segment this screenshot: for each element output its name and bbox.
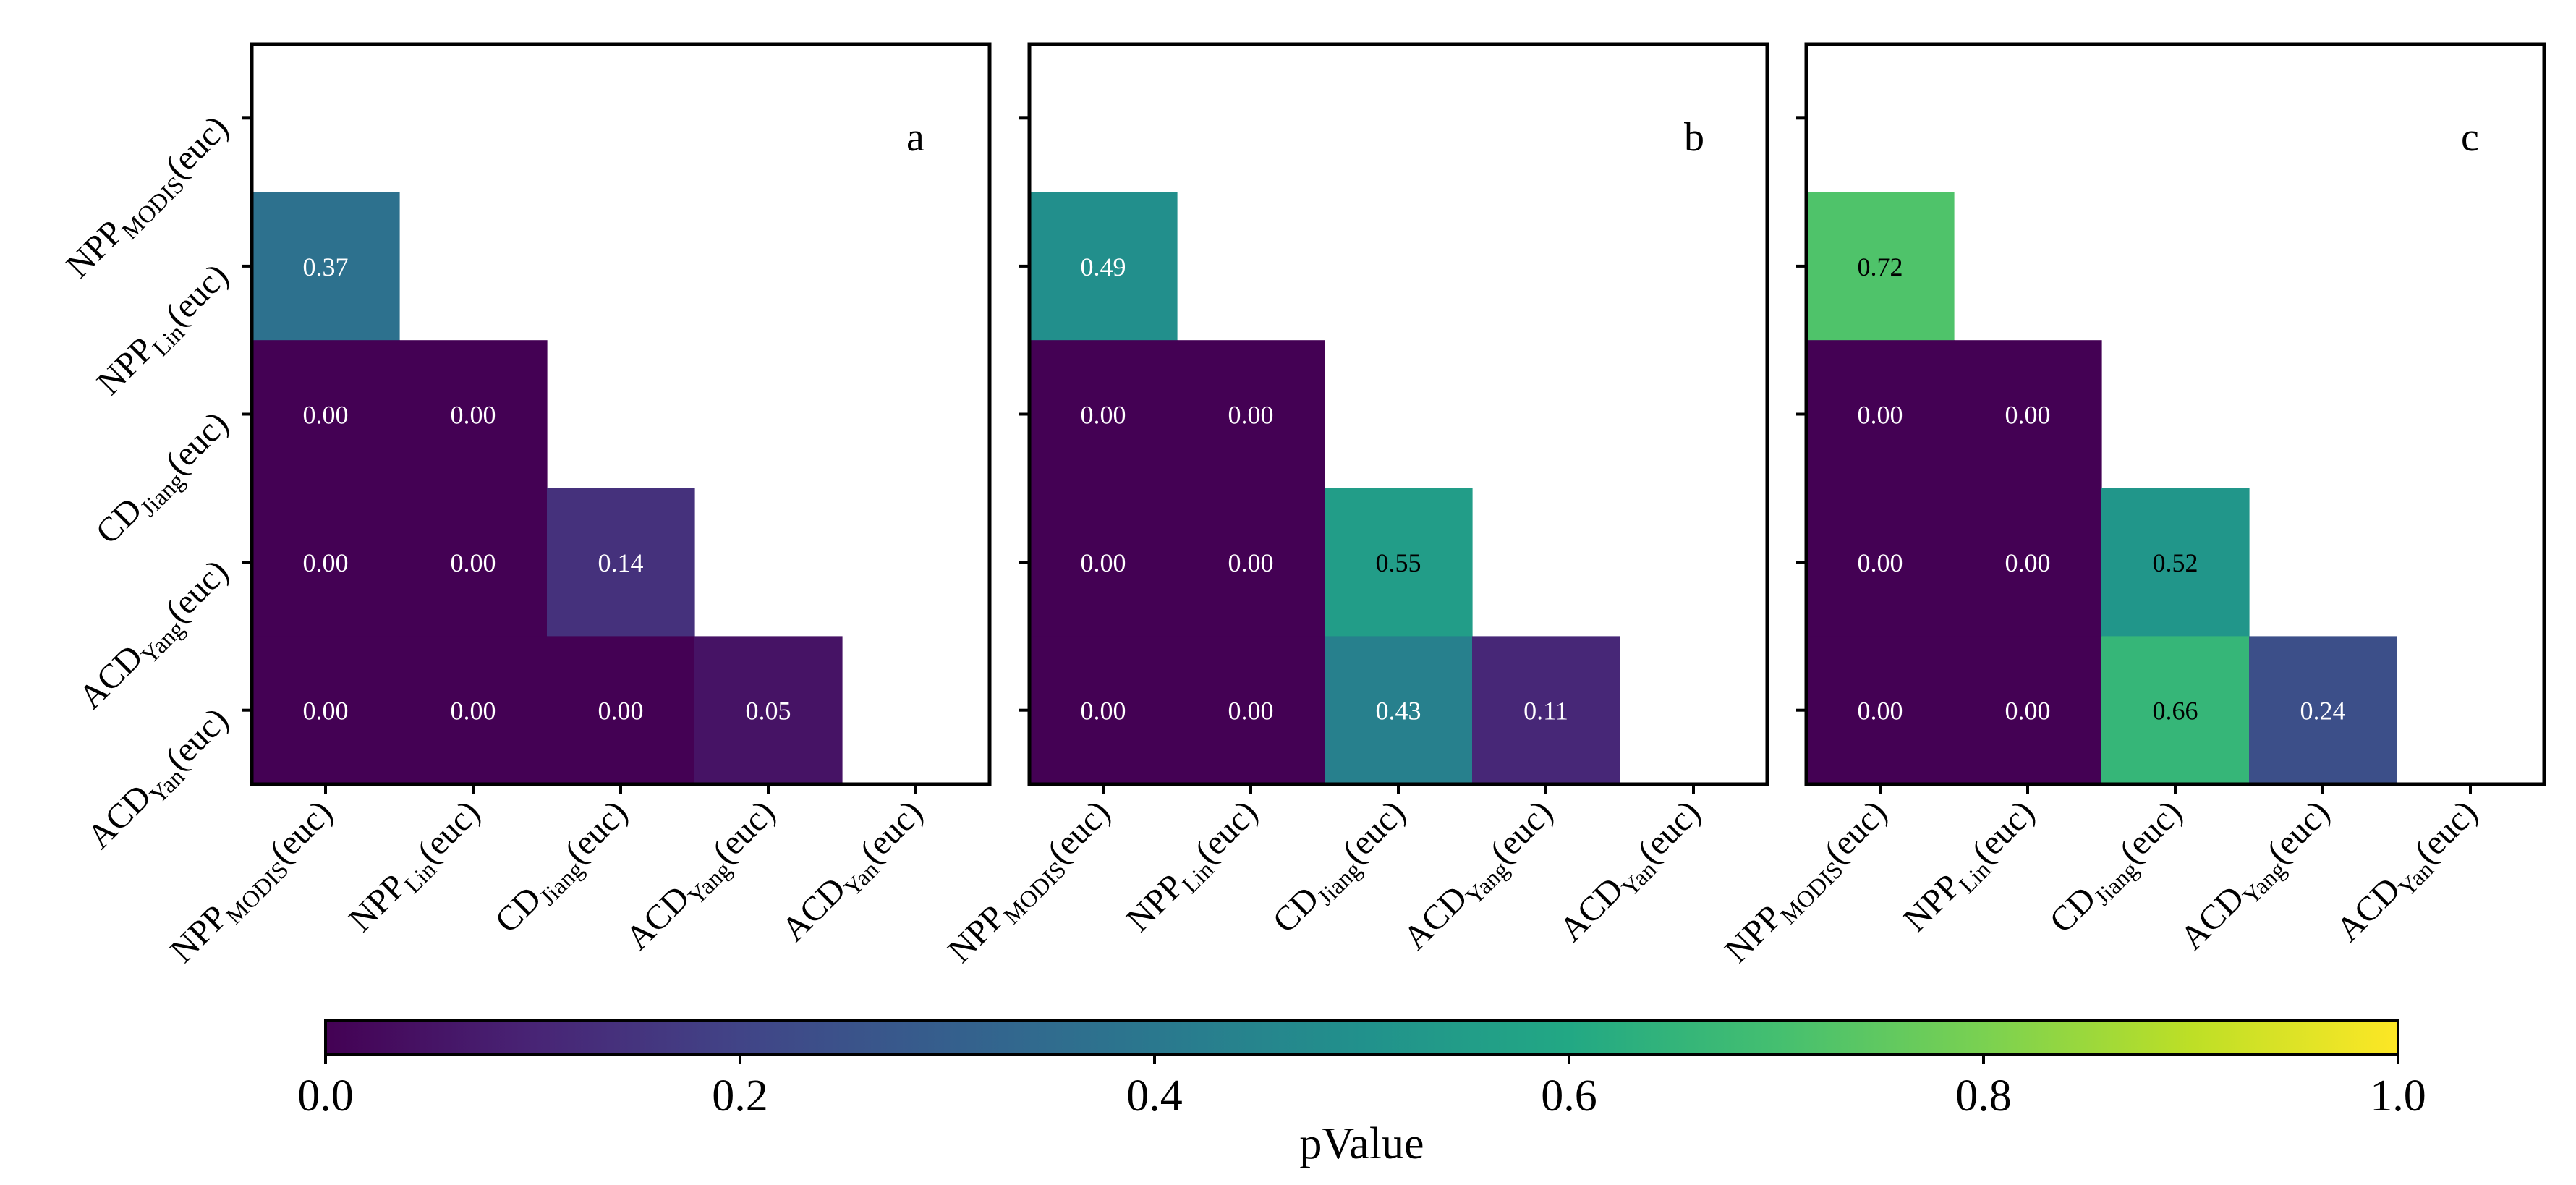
heatmap-cell-a-r3-c2 (547, 488, 695, 637)
heatmap-cell-b-r4-c3 (1472, 636, 1620, 785)
x-tick-label-a-4: ACDYan(euc) (774, 793, 935, 953)
cell-value-label-c-r4-c2: 0.66 (2153, 697, 2198, 726)
heatmap-cell-b-r2-c0 (1029, 340, 1178, 489)
heatmap-cell-c-r1-c0 (1806, 192, 1955, 341)
cell-value-label-c-r4-c3: 0.24 (2300, 697, 2346, 726)
heatmap-cell-b-r4-c1 (1177, 636, 1325, 785)
heatmap-cell-c-r2-c0 (1806, 340, 1955, 489)
x-tick-label-a-2: CDJiang(euc) (488, 793, 639, 945)
y-tick-label-4: ACDYan(euc) (80, 700, 240, 861)
cell-value-label-a-r3-c1: 0.00 (451, 548, 496, 577)
heatmap-cell-b-r1-c0 (1029, 192, 1178, 341)
heatmap-cell-a-r2-c1 (399, 340, 548, 489)
colorbar-tick-label-4: 0.8 (1955, 1071, 2012, 1121)
heatmap-cell-a-r4-c0 (252, 636, 400, 785)
cell-value-label-b-r4-c3: 0.11 (1523, 697, 1568, 726)
heatmap-cell-a-r4-c1 (399, 636, 548, 785)
cell-value-label-a-r3-c2: 0.14 (598, 548, 644, 577)
heatmap-panel-a: 0.37 0.00 0.00 0.00 0.00 0.14 0.00 0.00 0.00 0.05… (59, 42, 992, 974)
heatmap-cell-a-r3-c0 (252, 488, 400, 637)
cell-value-label-b-r3-c1: 0.00 (1228, 548, 1274, 577)
heatmap-cell-c-r4-c0 (1806, 636, 1955, 785)
heatmap-cell-a-r4-c2 (547, 636, 695, 785)
cell-value-label-c-r3-c2: 0.52 (2153, 548, 2198, 577)
heatmap-cell-a-r2-c0 (252, 340, 400, 489)
cell-value-label-a-r4-c2: 0.00 (598, 697, 644, 726)
heatmap-cell-b-r2-c1 (1177, 340, 1325, 489)
colorbar-label: pValue (1299, 1119, 1424, 1168)
colorbar-tick-label-3: 0.6 (1541, 1071, 1597, 1121)
heatmap-cell-b-r3-c2 (1325, 488, 1473, 637)
x-tick-label-c-0: NPPMODIS(euc) (1717, 793, 1899, 974)
panel-label-b: b (1684, 115, 1704, 160)
colorbar (324, 1019, 2399, 1056)
heatmap-cell-b-r4-c0 (1029, 636, 1178, 785)
cell-value-label-b-r3-c2: 0.55 (1376, 548, 1421, 577)
colorbar-tick-label-1: 0.2 (712, 1071, 768, 1121)
cell-value-label-c-r1-c0: 0.72 (1858, 252, 1903, 281)
heatmap-cell-b-r3-c0 (1029, 488, 1178, 637)
heatmap-cell-b-r3-c1 (1177, 488, 1325, 637)
y-tick-label-1: NPPLin(euc) (90, 256, 240, 407)
x-tick-label-b-2: CDJiang(euc) (1265, 793, 1417, 945)
heatmap-cell-a-r4-c3 (694, 636, 843, 785)
cell-value-label-c-r3-c0: 0.00 (1858, 548, 1903, 577)
x-tick-label-a-0: NPPMODIS(euc) (163, 793, 344, 974)
cell-value-label-c-r3-c1: 0.00 (2005, 548, 2051, 577)
cell-value-label-a-r4-c3: 0.05 (746, 697, 791, 726)
cell-value-label-b-r1-c0: 0.49 (1081, 252, 1126, 281)
x-tick-label-a-3: ACDYang(euc) (619, 793, 787, 961)
heatmap-cell-c-r3-c2 (2101, 488, 2250, 637)
panel-label-a: a (906, 115, 924, 160)
x-tick-label-c-4: ACDYan(euc) (2329, 793, 2489, 953)
heatmap-cell-c-r4-c1 (1954, 636, 2102, 785)
heatmap-cell-c-r3-c0 (1806, 488, 1955, 637)
colorbar-tick-label-5: 1.0 (2370, 1071, 2426, 1121)
cell-value-label-c-r4-c1: 0.00 (2005, 697, 2051, 726)
heatmap-panel-b: 0.49 0.00 0.00 0.00 0.00 0.55 0.00 0.00 0.43 0.11… (940, 42, 1769, 974)
cell-value-label-c-r2-c1: 0.00 (2005, 401, 2051, 430)
x-tick-label-c-1: NPPLin(euc) (1896, 793, 2046, 943)
heatmap-panel-c: 0.72 0.00 0.00 0.00 0.00 0.52 0.00 0.00 0.66 0.24… (1717, 42, 2546, 974)
panel-label-c: c (2461, 115, 2479, 160)
cell-value-label-c-r4-c0: 0.00 (1858, 697, 1903, 726)
cell-value-label-a-r4-c0: 0.00 (303, 697, 349, 726)
cell-value-label-b-r2-c0: 0.00 (1081, 401, 1126, 430)
cell-value-label-b-r4-c1: 0.00 (1228, 697, 1274, 726)
x-tick-label-c-3: ACDYang(euc) (2173, 793, 2342, 961)
y-tick-label-3: ACDYang(euc) (72, 552, 240, 721)
cell-value-label-a-r2-c1: 0.00 (451, 401, 496, 430)
x-tick-label-b-4: ACDYan(euc) (1552, 793, 1712, 953)
heatmap-cell-b-r4-c2 (1325, 636, 1473, 785)
cell-value-label-a-r2-c0: 0.00 (303, 401, 349, 430)
heatmap-cell-c-r4-c3 (2249, 636, 2397, 785)
cell-value-label-a-r3-c0: 0.00 (303, 548, 349, 577)
x-tick-label-c-2: CDJiang(euc) (2042, 793, 2194, 945)
y-tick-label-2: CDJiang(euc) (88, 404, 240, 556)
heatmap-cell-c-r2-c1 (1954, 340, 2102, 489)
cell-value-label-c-r2-c0: 0.00 (1858, 401, 1903, 430)
x-tick-label-b-1: NPPLin(euc) (1119, 793, 1270, 943)
heatmap-cell-c-r4-c2 (2101, 636, 2250, 785)
x-tick-label-b-0: NPPMODIS(euc) (940, 793, 1122, 974)
x-tick-label-b-3: ACDYang(euc) (1396, 793, 1565, 961)
cell-value-label-a-r1-c0: 0.37 (303, 252, 349, 281)
colorbar-tick-label-0: 0.0 (297, 1071, 354, 1121)
heatmap-cell-a-r3-c1 (399, 488, 548, 637)
cell-value-label-b-r4-c0: 0.00 (1081, 697, 1126, 726)
cell-value-label-b-r4-c2: 0.43 (1376, 697, 1421, 726)
x-tick-label-a-1: NPPLin(euc) (341, 793, 492, 943)
cell-value-label-a-r4-c1: 0.00 (451, 697, 496, 726)
colorbar-tick-label-2: 0.4 (1126, 1071, 1183, 1121)
heatmap-cell-a-r1-c0 (252, 192, 400, 341)
heatmap-cell-c-r3-c1 (1954, 488, 2102, 637)
cell-value-label-b-r3-c0: 0.00 (1081, 548, 1126, 577)
cell-value-label-b-r2-c1: 0.00 (1228, 401, 1274, 430)
